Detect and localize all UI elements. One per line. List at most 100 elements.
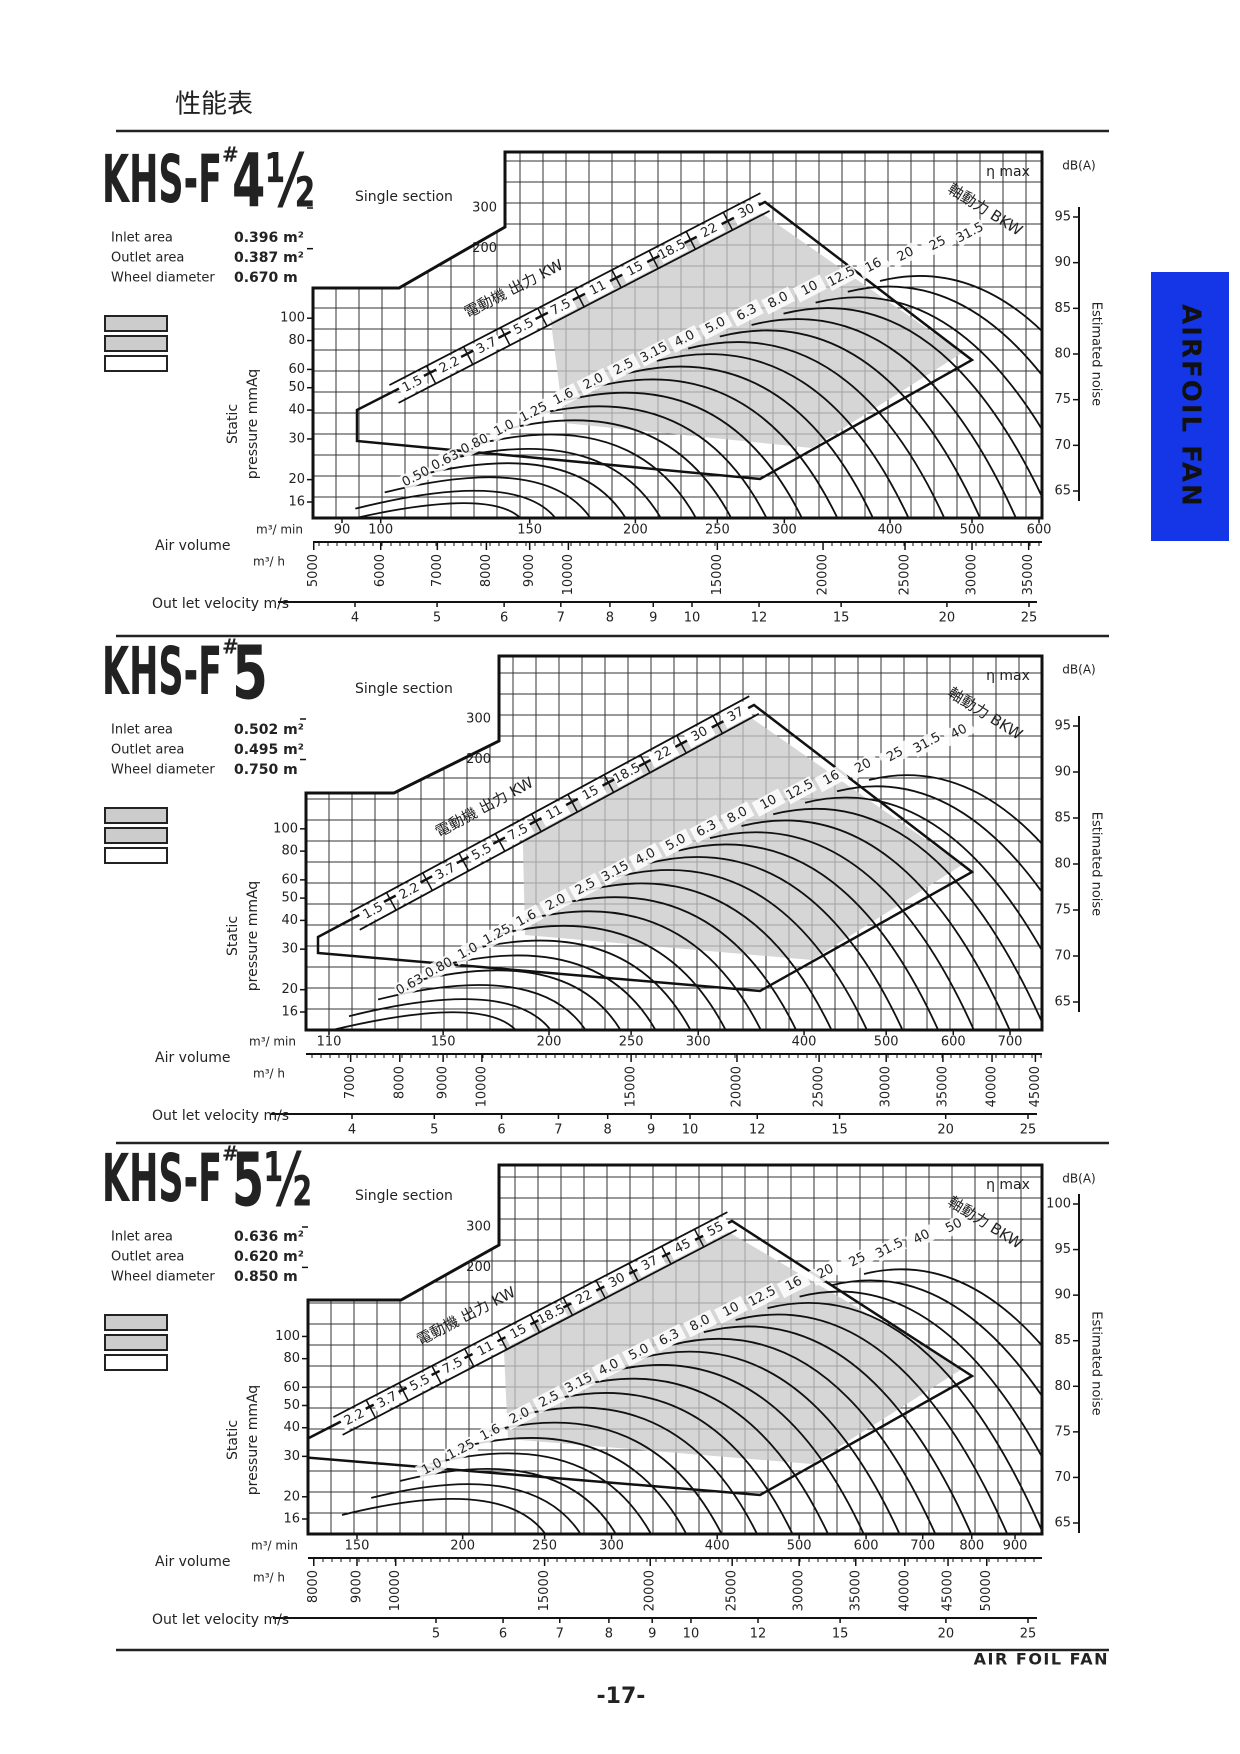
y-tick-label: 20: [281, 982, 298, 997]
y-axis-label: Static: [225, 916, 241, 956]
fan-curve: [495, 924, 727, 1030]
label-bg: [371, 1386, 404, 1414]
fan-curve: [406, 969, 622, 1030]
x-tick-label: 5: [432, 1627, 440, 1642]
fan-curve: [709, 831, 975, 1030]
y-axis-label: Static: [225, 404, 241, 444]
x-tick-label: 50000: [979, 1570, 994, 1611]
y-axis-label: pressure mmAq: [245, 1385, 261, 1495]
motor-kw-label: 11: [475, 1339, 497, 1360]
y-tick-label: 16: [288, 495, 305, 510]
x-tick-label: 45000: [1028, 1066, 1043, 1107]
label-bg: [878, 740, 913, 769]
legend-swatch: [104, 827, 168, 844]
motor-band-divider: [595, 1280, 606, 1299]
y2-tick-label: 95: [1054, 1242, 1071, 1257]
x-tick-label: 30000: [792, 1570, 807, 1611]
y-tick-label: 60: [288, 362, 305, 377]
y-tick-label: 50: [288, 380, 305, 395]
label-bg: [415, 1452, 449, 1482]
y2-tick-label: 90: [1054, 765, 1071, 780]
y2-axis-unit: dB(A): [1062, 663, 1095, 677]
fan-curve: [687, 341, 946, 518]
y-tick-label: 80: [281, 844, 298, 859]
motor-band-divider: [537, 307, 548, 327]
label-bg: [465, 838, 499, 866]
label-bg: [667, 325, 702, 354]
label-bg: [399, 463, 433, 491]
footer-brand: AIR FOIL FAN: [974, 1650, 1109, 1669]
motor-kw-label: 55: [705, 1219, 727, 1240]
spec-label: Inlet area: [111, 1230, 173, 1245]
y-tick-label: 50: [283, 1398, 300, 1413]
fan-curve: [879, 275, 1042, 518]
x-tick-label: 400: [878, 523, 903, 538]
motor-band-divider: [464, 1348, 475, 1367]
x-tick-label: 600: [1027, 523, 1052, 538]
label-bg: [444, 1435, 479, 1464]
x-tick-label: 6: [499, 1627, 507, 1642]
y-tick-label: 30: [283, 1449, 300, 1464]
y-tick-label: 300: [466, 1220, 491, 1235]
motor-band-divider: [567, 794, 579, 813]
spec-label: Outlet area: [111, 251, 184, 266]
x-tick-label: 8: [606, 611, 614, 626]
fan-curve: [400, 1467, 617, 1534]
fan-curve: [473, 433, 697, 518]
motor-band-divider: [693, 1228, 705, 1248]
shaft-kw-label: 25: [847, 1250, 869, 1271]
shaft-kw-label: 31.5: [873, 1235, 906, 1262]
motor-band-divider: [676, 735, 687, 754]
x-tick-label: 15: [833, 611, 850, 626]
x-tick-label: 4: [348, 1123, 356, 1138]
x-axis-unit: m³/ min: [249, 1035, 296, 1049]
motor-band-divider: [494, 833, 506, 852]
shaft-kw-label: 10: [758, 792, 780, 813]
label-bg: [532, 1385, 567, 1414]
x-tick-label: 7: [554, 1123, 562, 1138]
x-tick-label: 9000: [436, 1066, 451, 1099]
y2-axis-label: Estimated noise: [1089, 302, 1104, 406]
x-axis-label: Air volume: [155, 1554, 231, 1570]
spec-value: 0.670 m: [234, 270, 298, 286]
fan-curve: [640, 1350, 901, 1534]
motor-band-divider: [661, 1245, 672, 1265]
x-tick-label: 35000: [848, 1570, 863, 1611]
fan-curve: [656, 353, 910, 518]
label-bg: [856, 251, 891, 280]
y-tick-label: 200: [472, 241, 497, 256]
shaft-kw-label: 25: [927, 233, 949, 254]
x-axis-label: Air volume: [155, 1050, 231, 1066]
model-size: 5½: [232, 1138, 312, 1224]
label-bg: [652, 1323, 687, 1352]
x-tick-label: 30000: [965, 554, 980, 595]
fan-curve: [503, 419, 732, 518]
x-tick-label: 20000: [729, 1066, 744, 1107]
label-bg: [546, 382, 581, 411]
x-tick-label: 20: [937, 1123, 954, 1138]
label-bg: [538, 799, 571, 827]
label-bg: [600, 1267, 634, 1295]
fan-curve: [735, 1313, 1009, 1534]
x-tick-label: 110: [317, 1035, 342, 1050]
y-tick-label: 80: [288, 333, 305, 348]
fan-curve: [585, 882, 833, 1030]
x-tick-label: 250: [619, 1035, 644, 1050]
label-bg: [840, 1246, 875, 1275]
eta-max-label: η max: [986, 668, 1030, 684]
x-tick-label: 12: [749, 1123, 766, 1138]
label-bg: [698, 311, 733, 340]
motor-band-divider: [398, 1382, 409, 1402]
motor-band-divider: [462, 346, 474, 365]
fan-curve: [413, 462, 627, 518]
label-bg: [808, 1257, 843, 1286]
fan-curve: [767, 1302, 1042, 1534]
model-name: KHS-F: [102, 1140, 222, 1217]
fan-curve: [678, 843, 939, 1030]
y-tick-label: 40: [288, 403, 305, 418]
legend-swatch: [104, 355, 168, 372]
label-bg: [535, 1301, 568, 1329]
x-axis-unit: m³/ min: [251, 1539, 298, 1553]
legend-swatch: [104, 1314, 168, 1331]
motor-band-divider: [425, 365, 437, 385]
